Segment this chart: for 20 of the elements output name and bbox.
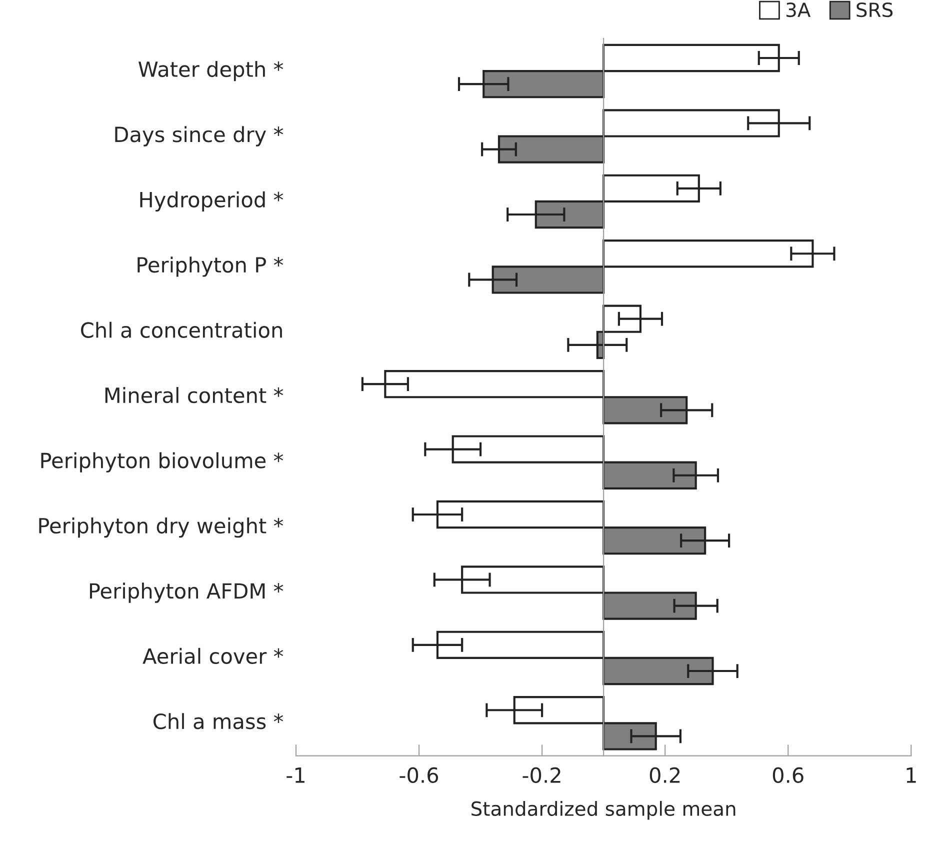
y-tick-label: Aerial cover * bbox=[142, 648, 284, 664]
y-tick-label: Chl a mass * bbox=[154, 713, 284, 730]
x-tick-label: -0.2 bbox=[522, 767, 560, 784]
x-axis-title: Standardized sample mean bbox=[472, 800, 736, 820]
legend-label: SRS bbox=[856, 2, 893, 18]
x-tick-label: -0.6 bbox=[400, 767, 438, 784]
legend-label: 3A bbox=[786, 2, 811, 18]
y-tick-label: Periphyton P * bbox=[138, 256, 284, 277]
x-tick-label: 0.2 bbox=[650, 767, 680, 784]
y-tick-label: Water depth * bbox=[138, 60, 284, 82]
y-tick-label: Hydroperiod * bbox=[140, 191, 284, 212]
x-tick-label: 0.6 bbox=[772, 767, 804, 784]
y-tick-label: Periphyton AFDM * bbox=[90, 582, 284, 603]
y-tick-label: Periphyton dry weight * bbox=[39, 517, 284, 538]
x-tick-label: 1 bbox=[906, 768, 916, 783]
y-tick-label: Days since dry * bbox=[115, 126, 284, 146]
y-tick-label: Periphyton biovolume * bbox=[41, 452, 284, 472]
x-tick-label: -1 bbox=[286, 768, 304, 783]
y-tick-label: Mineral content * bbox=[105, 387, 284, 404]
y-tick-label: Chl a concentration bbox=[81, 322, 282, 338]
